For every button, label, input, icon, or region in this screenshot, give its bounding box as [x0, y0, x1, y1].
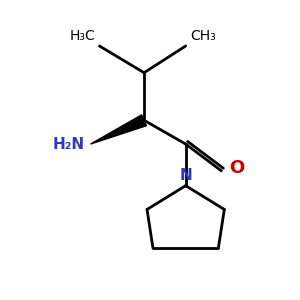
Text: CH₃: CH₃: [190, 29, 216, 43]
Polygon shape: [91, 115, 146, 144]
Text: O: O: [229, 159, 244, 177]
Text: H₂N: H₂N: [52, 136, 85, 152]
Text: N: N: [179, 168, 192, 183]
Text: H₃C: H₃C: [69, 29, 95, 43]
